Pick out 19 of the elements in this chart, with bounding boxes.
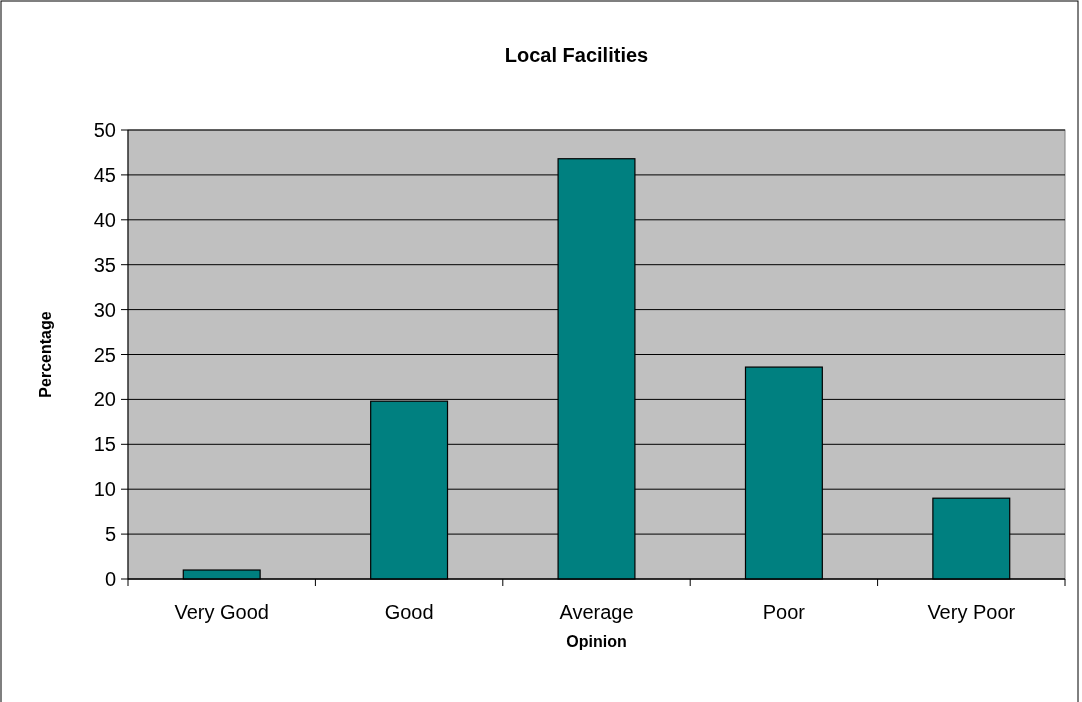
y-tick-label: 40 — [93, 208, 116, 231]
chart-title: Local Facilities — [504, 44, 649, 66]
y-tick-label: 25 — [93, 343, 116, 366]
x-tick-label: Good — [384, 601, 434, 623]
x-tick-label: Very Good — [174, 601, 269, 623]
y-tick-label: 45 — [93, 163, 116, 186]
y-tick-label: 10 — [93, 478, 116, 501]
y-tick-label: 50 — [93, 119, 116, 141]
y-axis-title: Percentage — [37, 311, 54, 398]
x-tick-label: Average — [559, 601, 634, 623]
x-tick-label: Very Poor — [927, 601, 1016, 623]
y-tick-label: 15 — [93, 433, 116, 456]
y-tick-label: 30 — [93, 298, 116, 321]
y-tick-label: 0 — [104, 568, 116, 590]
x-axis-title: Opinion — [566, 633, 627, 650]
y-tick-label: 5 — [104, 523, 116, 546]
y-tick-label: 20 — [93, 388, 116, 411]
x-tick-label: Poor — [762, 601, 806, 623]
y-tick-label: 35 — [93, 253, 116, 276]
